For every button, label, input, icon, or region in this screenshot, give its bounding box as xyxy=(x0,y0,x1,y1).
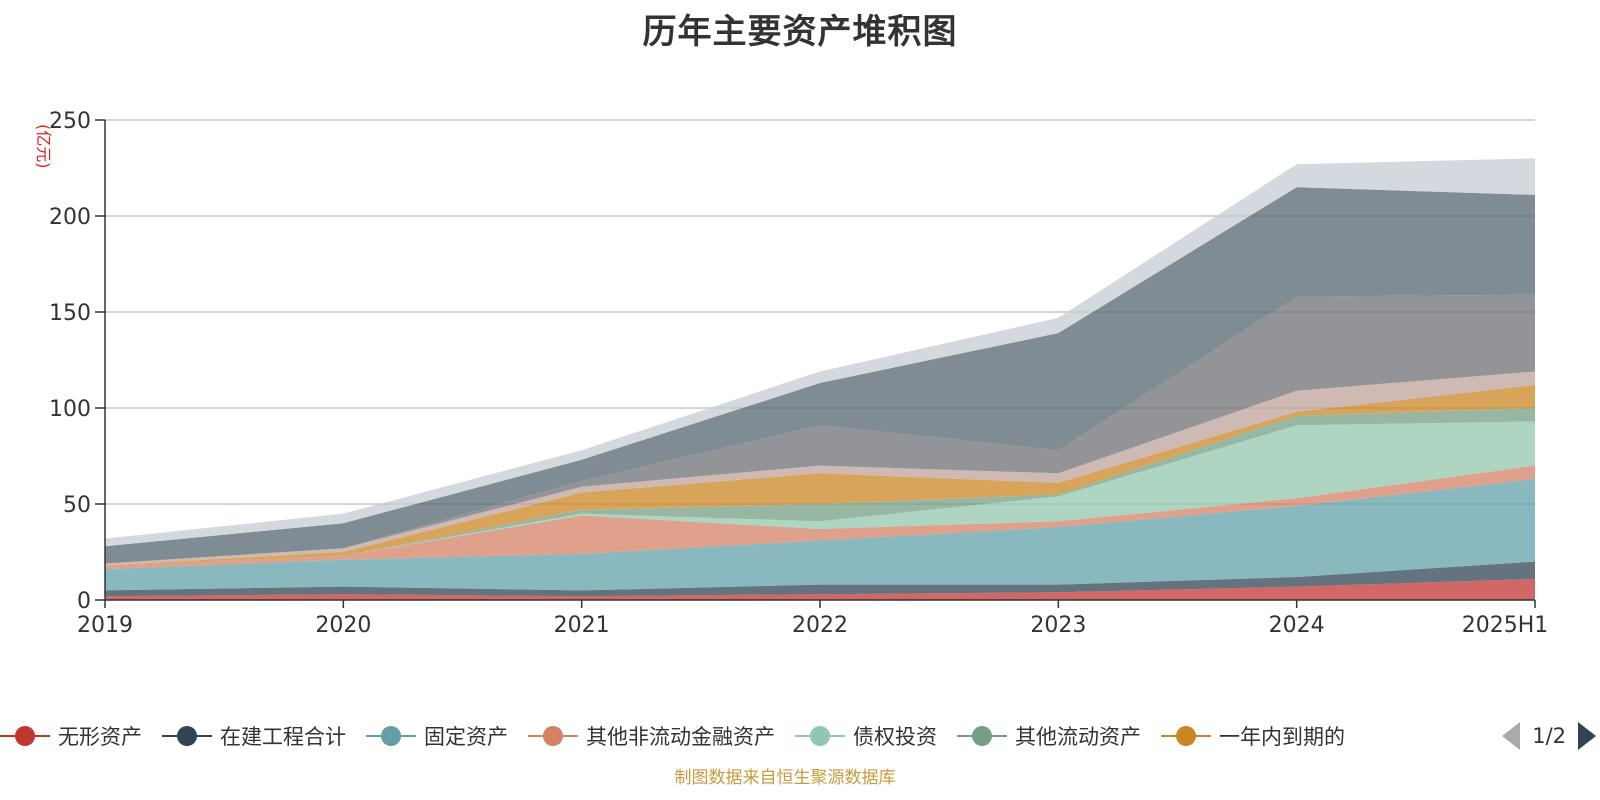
legend-pager: 1/2 xyxy=(1496,716,1600,756)
x-tick-label: 2023 xyxy=(1030,613,1086,638)
legend-item[interactable]: 一年内到期的 xyxy=(1161,721,1345,751)
legend-item[interactable]: 其他非流动金融资产 xyxy=(528,721,775,751)
legend-marker-icon xyxy=(162,726,212,746)
area-series-无形资产[interactable] xyxy=(105,578,1535,600)
legend-label: 债权投资 xyxy=(853,725,937,749)
area-series-在建工程合计[interactable] xyxy=(105,561,1535,597)
x-tick-label: 2021 xyxy=(554,613,610,638)
y-tick-label: 150 xyxy=(49,301,91,326)
y-tick-label: 200 xyxy=(49,205,91,230)
x-tick-label: 2022 xyxy=(792,613,848,638)
legend-page-indicator: 1/2 xyxy=(1532,724,1566,748)
legend-label: 固定资产 xyxy=(424,725,508,749)
legend-marker-icon xyxy=(528,726,578,746)
legend-next-page-button[interactable] xyxy=(1578,722,1596,750)
axes: 0 50 100 150 200 250 2019 2020 2021 2022 2023 2024 2… xyxy=(49,109,1548,638)
x-tick-label: 2020 xyxy=(315,613,371,638)
legend-marker-icon xyxy=(1161,726,1211,746)
legend-item[interactable]: 在建工程合计 xyxy=(162,721,346,751)
y-tick-label: 50 xyxy=(63,493,91,518)
legend-marker-icon xyxy=(957,726,1007,746)
legend-prev-page-button[interactable] xyxy=(1502,722,1521,750)
legend-item[interactable]: 无形资产 xyxy=(0,721,142,751)
legend-label: 其他非流动金融资产 xyxy=(586,725,775,749)
area-series-其他资产A[interactable] xyxy=(105,371,1535,566)
data-source-note: 制图数据来自恒生聚源数据库 xyxy=(674,768,896,788)
area-series-其他资产D[interactable] xyxy=(105,158,1535,547)
x-tick-label: 2024 xyxy=(1269,613,1325,638)
area-series-其他非流动金融资产[interactable] xyxy=(105,465,1535,570)
legend-item[interactable]: 其他流动资产 xyxy=(957,721,1141,751)
legend-marker-icon xyxy=(366,726,416,746)
area-series-其他流动资产[interactable] xyxy=(105,408,1535,566)
legend-item[interactable]: 债权投资 xyxy=(795,721,937,751)
legend-label: 一年内到期的 xyxy=(1219,725,1345,749)
area-series-其他资产C[interactable] xyxy=(105,187,1535,564)
area-series-一年内到期的[interactable] xyxy=(105,385,1535,566)
y-axis-unit-label: (亿元) xyxy=(34,124,53,169)
y-tick-label: 0 xyxy=(77,589,91,614)
area-series-其他资产B[interactable] xyxy=(105,294,1535,564)
legend-label: 其他流动资产 xyxy=(1015,725,1141,749)
y-tick-label: 100 xyxy=(49,397,91,422)
legend-marker-icon xyxy=(0,726,50,746)
legend-marker-icon xyxy=(795,726,845,746)
legend: 无形资产 在建工程合计 固定资产 其他非流动金融资产 债权投资 其他流动资产 一年内到期的 … xyxy=(0,716,1600,756)
area-series xyxy=(105,158,1535,600)
x-tick-label: 2019 xyxy=(77,613,133,638)
area-series-固定资产[interactable] xyxy=(105,479,1535,591)
y-tick-label: 250 xyxy=(49,109,91,134)
chart-title: 历年主要资产堆积图 xyxy=(642,12,958,52)
x-tick-label: 2025H1 xyxy=(1462,613,1549,638)
area-series-债权投资[interactable] xyxy=(105,421,1535,566)
legend-item[interactable]: 固定资产 xyxy=(366,721,508,751)
legend-label: 在建工程合计 xyxy=(220,725,346,749)
legend-label: 无形资产 xyxy=(58,725,142,749)
